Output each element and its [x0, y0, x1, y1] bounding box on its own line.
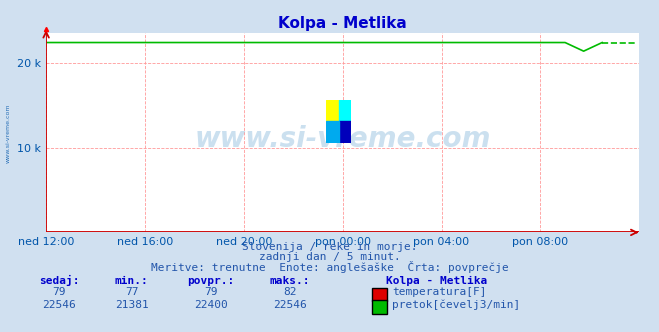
Text: povpr.:: povpr.: — [187, 276, 235, 286]
Text: 22546: 22546 — [42, 300, 76, 310]
Text: sedaj:: sedaj: — [39, 275, 80, 286]
Text: Slovenija / reke in morje.: Slovenija / reke in morje. — [242, 242, 417, 252]
Text: 21381: 21381 — [115, 300, 149, 310]
Text: 22546: 22546 — [273, 300, 307, 310]
Text: Meritve: trenutne  Enote: anglešaške  Črta: povprečje: Meritve: trenutne Enote: anglešaške Črta… — [151, 261, 508, 273]
Text: min.:: min.: — [115, 276, 149, 286]
Bar — [326, 100, 339, 121]
Text: 22400: 22400 — [194, 300, 228, 310]
Text: 79: 79 — [53, 288, 66, 297]
Text: 82: 82 — [283, 288, 297, 297]
Text: www.si-vreme.com: www.si-vreme.com — [5, 103, 11, 163]
Bar — [326, 121, 339, 143]
Text: pretok[čevelj3/min]: pretok[čevelj3/min] — [392, 299, 521, 310]
Text: 79: 79 — [204, 288, 217, 297]
Text: 77: 77 — [125, 288, 138, 297]
Text: maks.:: maks.: — [270, 276, 310, 286]
Text: Kolpa - Metlika: Kolpa - Metlika — [386, 276, 487, 286]
Bar — [339, 121, 351, 143]
Text: zadnji dan / 5 minut.: zadnji dan / 5 minut. — [258, 252, 401, 262]
Bar — [339, 100, 351, 121]
Text: temperatura[F]: temperatura[F] — [392, 288, 486, 297]
Text: www.si-vreme.com: www.si-vreme.com — [194, 125, 491, 153]
Title: Kolpa - Metlika: Kolpa - Metlika — [278, 16, 407, 31]
